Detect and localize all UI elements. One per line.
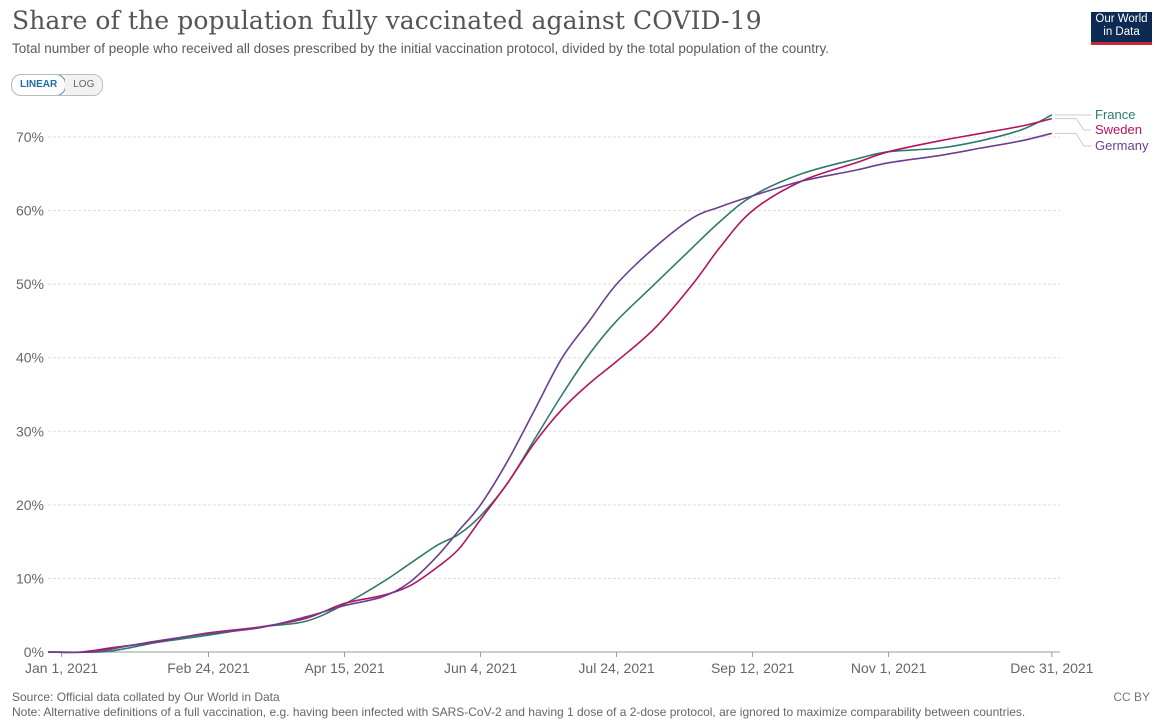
legend-label-germany: Germany [1095,138,1149,153]
series-line-sweden [47,117,1052,654]
log-scale-button[interactable]: LOG [65,75,103,95]
y-tick-label: 10% [16,570,44,586]
note-text: Note: Alternative definitions of a full … [12,705,1026,719]
chart-subtitle: Total number of people who received all … [12,41,829,56]
y-tick-label: 70% [16,129,44,145]
x-tick-label: Jul 24, 2021 [578,660,654,676]
y-tick-label: 30% [16,423,44,439]
scale-toggle: LINEAR LOG [11,74,104,96]
y-tick-label: 0% [24,644,44,660]
x-tick-label: Feb 24, 2021 [167,660,250,676]
legend-connector-sweden [1054,118,1091,131]
y-tick-label: 40% [16,350,44,366]
license-label[interactable]: CC BY [1113,690,1150,704]
legend-label-sweden: Sweden [1095,122,1142,137]
x-axis: Jan 1, 2021 Feb 24, 2021 Apr 15, 2021 Jun 4… [25,652,1094,676]
logo-line-2: in Data [1103,26,1140,38]
x-tick-label: Dec 31, 2021 [1010,660,1093,676]
x-tick-label: Sep 12, 2021 [711,660,795,676]
series-line-france [47,114,1053,654]
series-lines [47,114,1053,654]
x-tick-label: Jun 4, 2021 [444,660,517,676]
series-line-germany [47,132,1052,654]
y-tick-label: 20% [16,497,44,513]
y-tick-label: 50% [16,276,44,292]
grid-lines [48,136,1060,653]
legend-label-france: France [1095,107,1135,122]
legend-connector-germany [1054,132,1091,147]
chart-title: Share of the population fully vaccinated… [12,6,762,35]
x-tick-label: Apr 15, 2021 [304,660,384,676]
y-tick-label: 60% [16,203,44,219]
x-tick-label: Jan 1, 2021 [25,660,98,676]
x-tick-label: Nov 1, 2021 [851,660,927,676]
owid-logo[interactable]: Our World in Data [1091,12,1152,45]
logo-line-1: Our World [1095,13,1148,25]
source-text[interactable]: Source: Official data collated by Our Wo… [12,690,280,704]
y-axis: 0% 10% 20% 30% 40% 50% 60% 70% [16,129,44,660]
